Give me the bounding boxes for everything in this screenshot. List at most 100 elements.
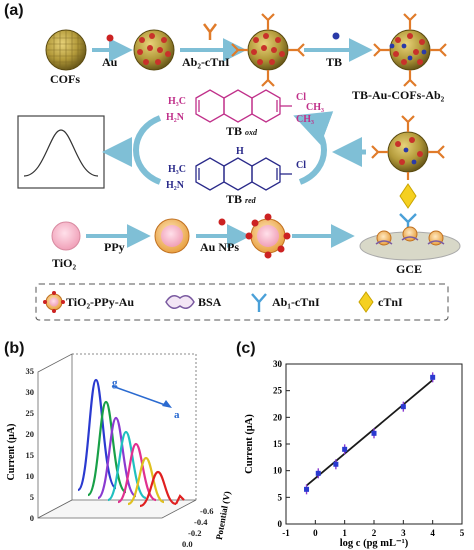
data-point-3	[342, 446, 348, 452]
ytick-10: 10	[26, 471, 35, 481]
x-tick-label-3: 2	[372, 528, 377, 538]
ytick-20: 20	[26, 429, 35, 439]
tb-au-cofs-ab2-ball	[373, 13, 447, 87]
plot-c-xlabel: log c (pg mL⁻¹)	[340, 538, 409, 549]
plot-b-zticks: -0.6 -0.4 -0.2 0.0	[182, 506, 213, 549]
label-tio2: TiO₂	[52, 256, 77, 270]
au-nps-dot	[218, 218, 226, 226]
curve-c	[117, 442, 157, 504]
panel-label-a: (a)	[4, 2, 24, 19]
label-cofs: COFs	[50, 72, 80, 86]
curve-a	[139, 470, 177, 508]
cofs-ball	[45, 29, 87, 71]
tb-ox-structure	[195, 89, 292, 123]
ytick-35: 35	[26, 366, 35, 376]
legend-label-ab1: Ab₁-cTnI	[272, 295, 320, 309]
ytick-25: 25	[26, 408, 35, 418]
tb-red-h: H	[236, 146, 244, 157]
tb-ox-ch3-bottom: CH₃	[296, 114, 314, 125]
label-gce: GCE	[396, 262, 423, 276]
legend-icon-ctni	[358, 291, 374, 313]
plot-b-yticks: 0 5 10 15 20 25 30 35	[26, 366, 35, 523]
legend-label-ctni: cTnI	[378, 295, 403, 309]
legend-icon-tio2-ppy-au	[43, 291, 65, 313]
tb-ox-cl: Cl	[296, 92, 306, 103]
data-point-4	[371, 430, 377, 436]
plot-c-xticks: -1 0 1 2 3 4 5	[282, 520, 465, 538]
legend-icon-ab1	[251, 293, 267, 312]
ytick-30: 30	[26, 387, 35, 397]
curve-b	[127, 456, 165, 506]
plot-b-curves	[76, 378, 185, 508]
legend-box	[35, 283, 449, 321]
ytick-15: 15	[26, 450, 35, 460]
tb-red-h2n: H₂N	[166, 180, 184, 191]
fit-line	[305, 379, 434, 487]
dpv-peak-curve	[23, 129, 99, 177]
x-tick-label-2: 1	[342, 528, 347, 538]
plot-c-points	[304, 372, 436, 495]
label-tb: TB	[326, 55, 343, 69]
plot-b-arrow	[111, 385, 169, 407]
ztick-neg06: -0.6	[200, 506, 213, 516]
data-point-2	[333, 461, 339, 467]
curve-g	[76, 378, 118, 492]
label-g: g	[112, 377, 118, 389]
data-point-6	[430, 374, 436, 380]
tb-ox-label: TB oxd	[226, 124, 258, 138]
tb-red-structure	[195, 157, 292, 191]
tb-dot	[332, 32, 340, 40]
tio2-ppy-particle	[154, 218, 190, 254]
x-tick-label-4: 3	[401, 528, 406, 538]
ztick-00: 0.0	[182, 539, 193, 549]
tb-red-cl: Cl	[296, 160, 306, 171]
tb-ox-ch3-top: CH₃	[306, 102, 324, 113]
legend-label-bsa: BSA	[198, 295, 222, 309]
scheme-graphic	[17, 13, 461, 321]
label-au-nps: Au NPs	[200, 240, 240, 254]
ytick-5: 5	[30, 492, 34, 502]
tio2-particle	[51, 221, 81, 251]
cycle-arrow-left	[133, 115, 162, 185]
legend-icon-bsa	[165, 295, 195, 309]
y-tick-label-3: 15	[273, 439, 283, 449]
y-tick-label-4: 20	[273, 412, 283, 422]
plot-b-frame	[37, 353, 197, 519]
plot-b-ylabel: Current (μA)	[6, 424, 17, 481]
plot-b-zlabel: Potential (V)	[214, 490, 232, 540]
panel-label-c: (c)	[236, 340, 256, 357]
plot-b-3d-dpv: 0 5 10 15 20 25 30 35 Current (μA) -0.6 …	[6, 353, 232, 549]
tb-ox-h2n: H₂N	[166, 112, 184, 123]
plot-b-arrowhead	[162, 400, 172, 408]
y-tick-label-0: 0	[278, 519, 283, 529]
au-dot	[106, 34, 114, 42]
data-point-0	[304, 486, 310, 492]
cycle-arrow-right	[293, 111, 334, 185]
sandwich-on-electrode	[371, 115, 445, 232]
ztick-neg02: -0.2	[188, 528, 201, 538]
plot-c-axes	[285, 363, 463, 525]
panel-label-b: (b)	[4, 340, 25, 357]
y-tick-label-1: 5	[278, 492, 283, 502]
label-product: TB-Au-COFs-Ab₂	[352, 88, 445, 102]
plot-c-fit	[305, 379, 434, 487]
gce-surface-particles	[375, 226, 445, 246]
x-tick-label-1: 0	[313, 528, 318, 538]
data-point-1	[315, 470, 321, 476]
ab2-au-cofs-ball	[231, 13, 305, 87]
y-tick-label-2: 10	[273, 466, 283, 476]
au-cofs-ball	[133, 29, 175, 71]
label-a: a	[174, 409, 180, 421]
legend-label-tio2-ppy-au: TiO₂-PPy-Au	[66, 295, 135, 309]
label-au: Au	[102, 55, 118, 69]
plot-c-ylabel: Current (μA)	[244, 414, 255, 474]
label-ppy: PPy	[104, 240, 125, 254]
tb-ox-h3c: H₃C	[168, 96, 186, 107]
dpv-peak-box	[17, 115, 105, 189]
ytick-0: 0	[30, 513, 34, 523]
label-ab2: Ab₂-cTnI	[182, 55, 230, 69]
plot-c-yticks: 0 5 10 15 20 25 30	[273, 359, 290, 529]
x-tick-label-0: -1	[282, 528, 290, 538]
data-point-5	[400, 404, 406, 410]
